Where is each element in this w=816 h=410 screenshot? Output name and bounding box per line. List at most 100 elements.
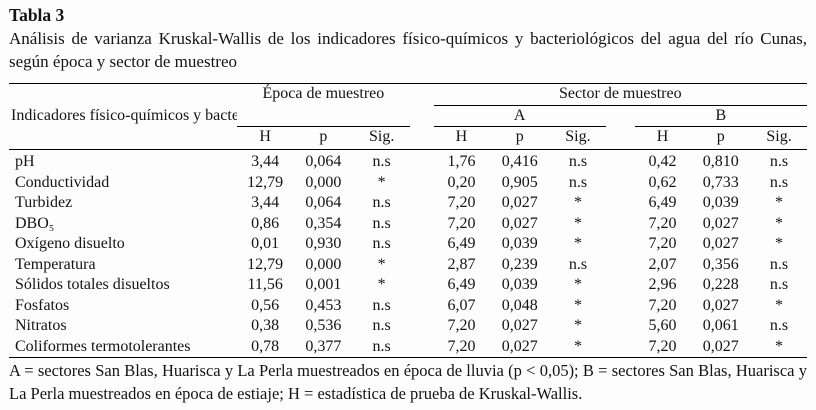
table-body: pH 3,44 0,064 n.s 1,76 0,416 n.s 0,42 0,… xyxy=(9,150,807,358)
sector-a-p-value: 0,027 xyxy=(501,317,538,335)
sector-b-h-value: 7,20 xyxy=(648,235,677,253)
sector-a-header: A xyxy=(433,105,606,128)
indicator-name: Sólidos totales disueltos xyxy=(15,276,170,294)
sector-a-h-value: 2,87 xyxy=(447,255,476,273)
sector-b-h-value: 5,60 xyxy=(648,317,677,335)
sector-a-p-value: 0,048 xyxy=(501,296,538,314)
epoca-p-value: 0,377 xyxy=(305,337,342,355)
sector-a-stat-h-header: H xyxy=(433,126,490,151)
epoca-h-value: 0,56 xyxy=(251,296,280,314)
indicator-name: Nitratos xyxy=(15,317,67,335)
column-spacer xyxy=(605,126,635,151)
table-footnote: A = sectores San Blas, Huarisca y La Per… xyxy=(9,361,807,403)
sector-a-sig-value: n.s xyxy=(568,255,588,273)
sector-b-h-value: 2,07 xyxy=(648,255,677,273)
indicator-name: Turbidez xyxy=(15,194,73,212)
sector-b-p-value: 0,027 xyxy=(702,235,739,253)
sector-a-p-value: 0,416 xyxy=(501,153,538,171)
kruskal-wallis-table: Indicadores físico-químicos y bacterioló… xyxy=(9,82,807,359)
epoca-sig-value: n.s xyxy=(372,235,391,253)
epoca-p-value: 0,536 xyxy=(305,317,342,335)
epoca-h-value: 0,86 xyxy=(251,214,280,232)
table-row: Sólidos totales disueltos 11,56 0,001 * … xyxy=(9,275,807,295)
sector-b-h-value: 6,49 xyxy=(648,194,677,212)
epoca-sig-value: n.s xyxy=(372,296,391,314)
sector-b-stat-sig-header: Sig. xyxy=(751,126,807,151)
column-spacer xyxy=(410,83,434,127)
sector-a-p-value: 0,027 xyxy=(501,214,538,232)
sector-a-p-value: 0,039 xyxy=(501,235,538,253)
sector-a-stat-p-header: p xyxy=(489,126,551,151)
epoca-sig-value: n.s xyxy=(372,214,391,232)
sector-a-h-value: 7,20 xyxy=(447,194,476,212)
epoca-sig-value: * xyxy=(377,276,386,294)
table-row: DBO₅ 0,86 0,354 n.s 7,20 0,027 * 7,20 0,… xyxy=(9,214,807,234)
indicator-name: Oxígeno disuelto xyxy=(15,235,125,253)
sector-b-sig-value: n.s xyxy=(769,276,789,294)
column-spacer xyxy=(606,193,635,213)
sector-b-p-value: 0,810 xyxy=(702,153,739,171)
sector-a-sig-value: * xyxy=(573,296,582,314)
epoca-p-value: 0,000 xyxy=(305,255,342,273)
sector-b-stat-p-header: p xyxy=(690,126,752,151)
epoca-stat-h-header: H xyxy=(237,126,294,151)
column-spacer xyxy=(606,316,635,336)
indicator-name: pH xyxy=(15,153,35,171)
sector-a-sig-value: n.s xyxy=(568,173,588,191)
sector-b-sig-value: n.s xyxy=(769,173,789,191)
sector-b-p-value: 0,039 xyxy=(702,194,739,212)
table-row: Temperatura 12,79 0,000 * 2,87 0,239 n.s… xyxy=(9,255,807,275)
column-spacer xyxy=(606,255,635,275)
table-row: Oxígeno disuelto 0,01 0,930 n.s 6,49 0,0… xyxy=(9,234,807,254)
sector-group-header: Sector de muestreo xyxy=(433,83,807,106)
column-spacer xyxy=(606,234,635,254)
sector-a-sig-value: n.s xyxy=(568,153,588,171)
epoca-h-value: 12,79 xyxy=(247,173,284,191)
column-spacer xyxy=(606,275,635,295)
sector-a-h-value: 0,20 xyxy=(447,173,476,191)
sector-b-p-value: 0,356 xyxy=(702,255,739,273)
sector-a-p-value: 0,027 xyxy=(501,194,538,212)
table-row: Fosfatos 0,56 0,453 n.s 6,07 0,048 * 7,2… xyxy=(9,296,807,316)
sector-b-sig-value: * xyxy=(775,194,784,212)
column-spacer xyxy=(410,173,434,193)
epoca-p-value: 0,354 xyxy=(305,214,342,232)
column-spacer xyxy=(410,255,434,275)
sector-b-p-value: 0,228 xyxy=(702,276,739,294)
column-spacer xyxy=(606,337,635,358)
epoca-h-value: 0,78 xyxy=(251,337,280,355)
epoca-p-value: 0,930 xyxy=(305,235,342,253)
column-spacer xyxy=(606,173,635,193)
column-spacer xyxy=(606,105,635,127)
sector-a-h-value: 7,20 xyxy=(447,214,476,232)
column-spacer xyxy=(410,337,434,358)
epoca-sig-value: n.s xyxy=(372,194,391,212)
sector-b-sig-value: n.s xyxy=(769,317,789,335)
table-row: Conductividad 12,79 0,000 * 0,20 0,905 n… xyxy=(9,173,807,193)
sector-a-sig-value: * xyxy=(573,235,582,253)
sector-a-sig-value: * xyxy=(573,214,582,232)
sector-b-header: B xyxy=(634,105,807,128)
epoca-h-value: 11,56 xyxy=(247,276,283,294)
table-header: Indicadores físico-químicos y bacterioló… xyxy=(9,83,807,151)
epoca-p-value: 0,000 xyxy=(305,173,342,191)
epoca-stat-p-header: p xyxy=(293,126,354,151)
epoca-p-value: 0,064 xyxy=(305,153,342,171)
epoca-h-value: 0,01 xyxy=(251,235,280,253)
epoca-group-header: Época de muestreo xyxy=(237,83,410,128)
epoca-h-value: 0,38 xyxy=(251,317,280,335)
sector-b-p-value: 0,733 xyxy=(702,173,739,191)
column-spacer xyxy=(410,316,434,336)
sector-b-sig-value: * xyxy=(775,235,784,253)
sector-b-h-value: 7,20 xyxy=(648,296,677,314)
indicator-name: Coliformes termotolerantes xyxy=(15,337,191,355)
column-spacer xyxy=(410,296,434,316)
table-row: pH 3,44 0,064 n.s 1,76 0,416 n.s 0,42 0,… xyxy=(9,150,807,173)
epoca-p-value: 0,453 xyxy=(305,296,342,314)
sector-b-h-value: 7,20 xyxy=(648,337,677,355)
indicator-column-header: Indicadores físico-químicos y bacterioló… xyxy=(9,83,238,151)
table-caption: Análisis de varianza Kruskal-Wallis de l… xyxy=(9,28,807,72)
epoca-sig-value: n.s xyxy=(372,153,391,171)
epoca-stat-sig-header: Sig. xyxy=(353,126,410,151)
sector-a-h-value: 7,20 xyxy=(447,317,476,335)
